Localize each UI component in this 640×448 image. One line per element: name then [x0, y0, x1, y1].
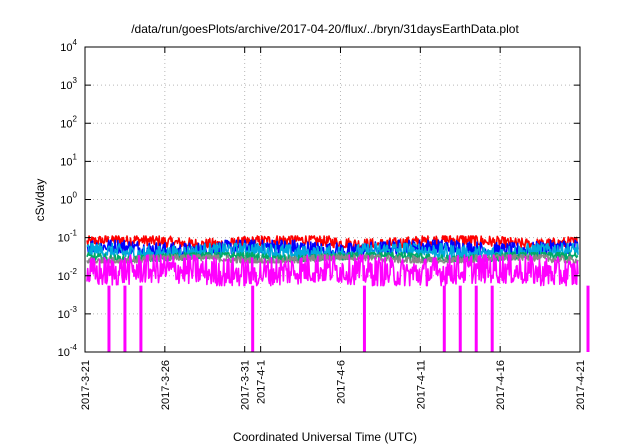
series-dropout — [458, 285, 462, 352]
x-tick-label: 2017-4-21 — [575, 360, 587, 410]
y-tick-label: 100 — [60, 191, 77, 207]
x-tick-label: 2017-4-6 — [335, 360, 347, 404]
y-tick-label: 10-3 — [58, 305, 78, 321]
y-axis-ticks: 10-4 10-3 10-2 10-1 100 101 102 103 104 — [58, 38, 580, 359]
y-tick-label: 10-2 — [58, 267, 78, 283]
y-tick-label: 102 — [60, 114, 77, 130]
grid — [84, 46, 581, 353]
series-dropout — [490, 285, 494, 352]
y-tick-label: 101 — [60, 152, 77, 168]
x-axis-ticks: 2017-3-21 2017-3-26 2017-3-31 2017-4-1 2017-… — [80, 47, 587, 410]
y-tick-label: 104 — [60, 38, 77, 54]
gap-connector — [411, 248, 419, 254]
series-dropout — [586, 285, 590, 352]
gap-connector — [411, 244, 419, 250]
y-axis-label: cSv/day — [33, 179, 47, 222]
gap-connector — [411, 253, 419, 259]
series-dropout — [107, 285, 111, 352]
series-dropout — [474, 285, 478, 352]
x-tick-label: 2017-3-31 — [240, 360, 252, 410]
y-tick-label: 103 — [60, 76, 77, 92]
series-dropout — [362, 285, 366, 352]
x-tick-label: 2017-4-1 — [256, 360, 268, 404]
series-line — [86, 254, 579, 287]
y-tick-label: 10-1 — [58, 229, 78, 245]
x-tick-label: 2017-3-26 — [160, 360, 172, 410]
x-tick-label: 2017-3-21 — [80, 360, 92, 410]
y-tick-label: 10-4 — [58, 343, 78, 359]
series-group — [86, 235, 590, 352]
x-tick-label: 2017-4-16 — [495, 360, 507, 410]
gap-connector — [411, 268, 419, 274]
series-dropout — [123, 285, 127, 352]
series-dropout — [251, 285, 255, 352]
x-axis-label: Coordinated Universal Time (UTC) — [233, 430, 417, 444]
gap-connector — [411, 254, 419, 260]
series-dropout — [442, 285, 446, 352]
x-tick-label: 2017-4-11 — [415, 360, 427, 409]
chart-title: /data/run/goesPlots/archive/2017-04-20/f… — [131, 22, 519, 36]
series-dropout — [139, 285, 143, 352]
gap-connector — [411, 238, 419, 244]
